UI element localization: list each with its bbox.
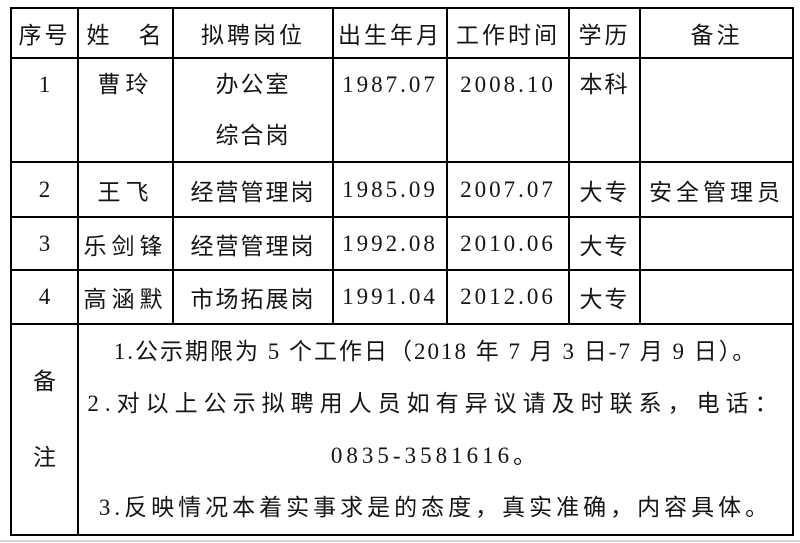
cell-work: 2010.06 (446, 216, 570, 271)
note-line-2: 2.对以上公示拟聘用人员如有异议请及时联系，电话： (87, 390, 784, 416)
note-line-3: 0835-3581616。 (330, 442, 541, 468)
cell-remark (639, 216, 794, 271)
position-line-2: 综合岗 (215, 123, 291, 148)
cell-education: 大专 (568, 216, 641, 271)
table-row: 4 高涵默 市场拓展岗 1991.04 2012.06 大专 (10, 269, 794, 325)
cell-birth: 1992.08 (332, 216, 448, 271)
table-row: 1 曹玲 办公室 综合岗 1987.07 2008.10 本科 (10, 57, 794, 163)
cell-birth: 1987.07 (332, 57, 448, 163)
cell-work: 2012.06 (446, 269, 570, 325)
cell-education: 大专 (568, 269, 641, 325)
table-row: 2 王飞 经营管理岗 1985.09 2007.07 大专 安全管理员 (10, 161, 794, 218)
cell-position: 市场拓展岗 (172, 269, 334, 325)
cell-position: 经营管理岗 (172, 161, 334, 218)
table-row: 3 乐剑锋 经营管理岗 1992.08 2010.06 大专 (10, 216, 794, 271)
note-line-4: 3.反映情况本着实事求是的态度，真实准确，内容具体。 (98, 494, 773, 520)
cell-birth: 1985.09 (332, 161, 448, 218)
cell-work: 2007.07 (446, 161, 570, 218)
cell-position: 经营管理岗 (172, 216, 334, 271)
position-line-1: 办公室 (215, 72, 291, 97)
cell-work: 2008.10 (446, 57, 570, 163)
cell-birth: 1991.04 (332, 269, 448, 325)
cell-position: 办公室 综合岗 (172, 57, 334, 163)
notes-label-char-top: 备 (33, 368, 56, 394)
cell-remark: 安全管理员 (639, 161, 794, 218)
cell-remark (639, 269, 794, 325)
notes-label-char-bottom: 注 (33, 444, 56, 470)
note-line-1: 1.公示期限为 5 个工作日（2018 年 7 月 3 日-7 月 9 日）。 (113, 338, 758, 364)
cell-name: 乐剑锋 (77, 216, 174, 271)
page-bottom-edge (0, 540, 800, 542)
notes-body: 1.公示期限为 5 个工作日（2018 年 7 月 3 日-7 月 9 日）。 … (77, 323, 794, 536)
header-cell-remark: 备注 (639, 7, 794, 59)
notes-row: 备 注 1.公示期限为 5 个工作日（2018 年 7 月 3 日-7 月 9 … (10, 323, 794, 536)
cell-education: 大专 (568, 161, 641, 218)
cell-no: 2 (10, 161, 79, 218)
cell-name: 王飞 (77, 161, 174, 218)
cell-no: 1 (10, 57, 79, 163)
header-row: 序号 姓 名 拟聘岗位 出生年月 工作时间 学历 备注 (10, 7, 794, 59)
header-cell-name: 姓 名 (77, 7, 174, 59)
notes-label: 备 注 (10, 323, 79, 536)
header-cell-position: 拟聘岗位 (172, 7, 334, 59)
header-cell-work: 工作时间 (446, 7, 570, 59)
cell-no: 3 (10, 216, 79, 271)
header-cell-birth: 出生年月 (332, 7, 448, 59)
cell-name: 曹玲 (77, 57, 174, 163)
cell-education: 本科 (568, 57, 641, 163)
cell-remark (639, 57, 794, 163)
header-cell-education: 学历 (568, 7, 641, 59)
cell-name: 高涵默 (77, 269, 174, 325)
cell-no: 4 (10, 269, 79, 325)
recruitment-table: 序号 姓 名 拟聘岗位 出生年月 工作时间 学历 备注 1 曹玲 办公室 综合岗… (10, 7, 794, 536)
header-cell-no: 序号 (10, 7, 79, 59)
